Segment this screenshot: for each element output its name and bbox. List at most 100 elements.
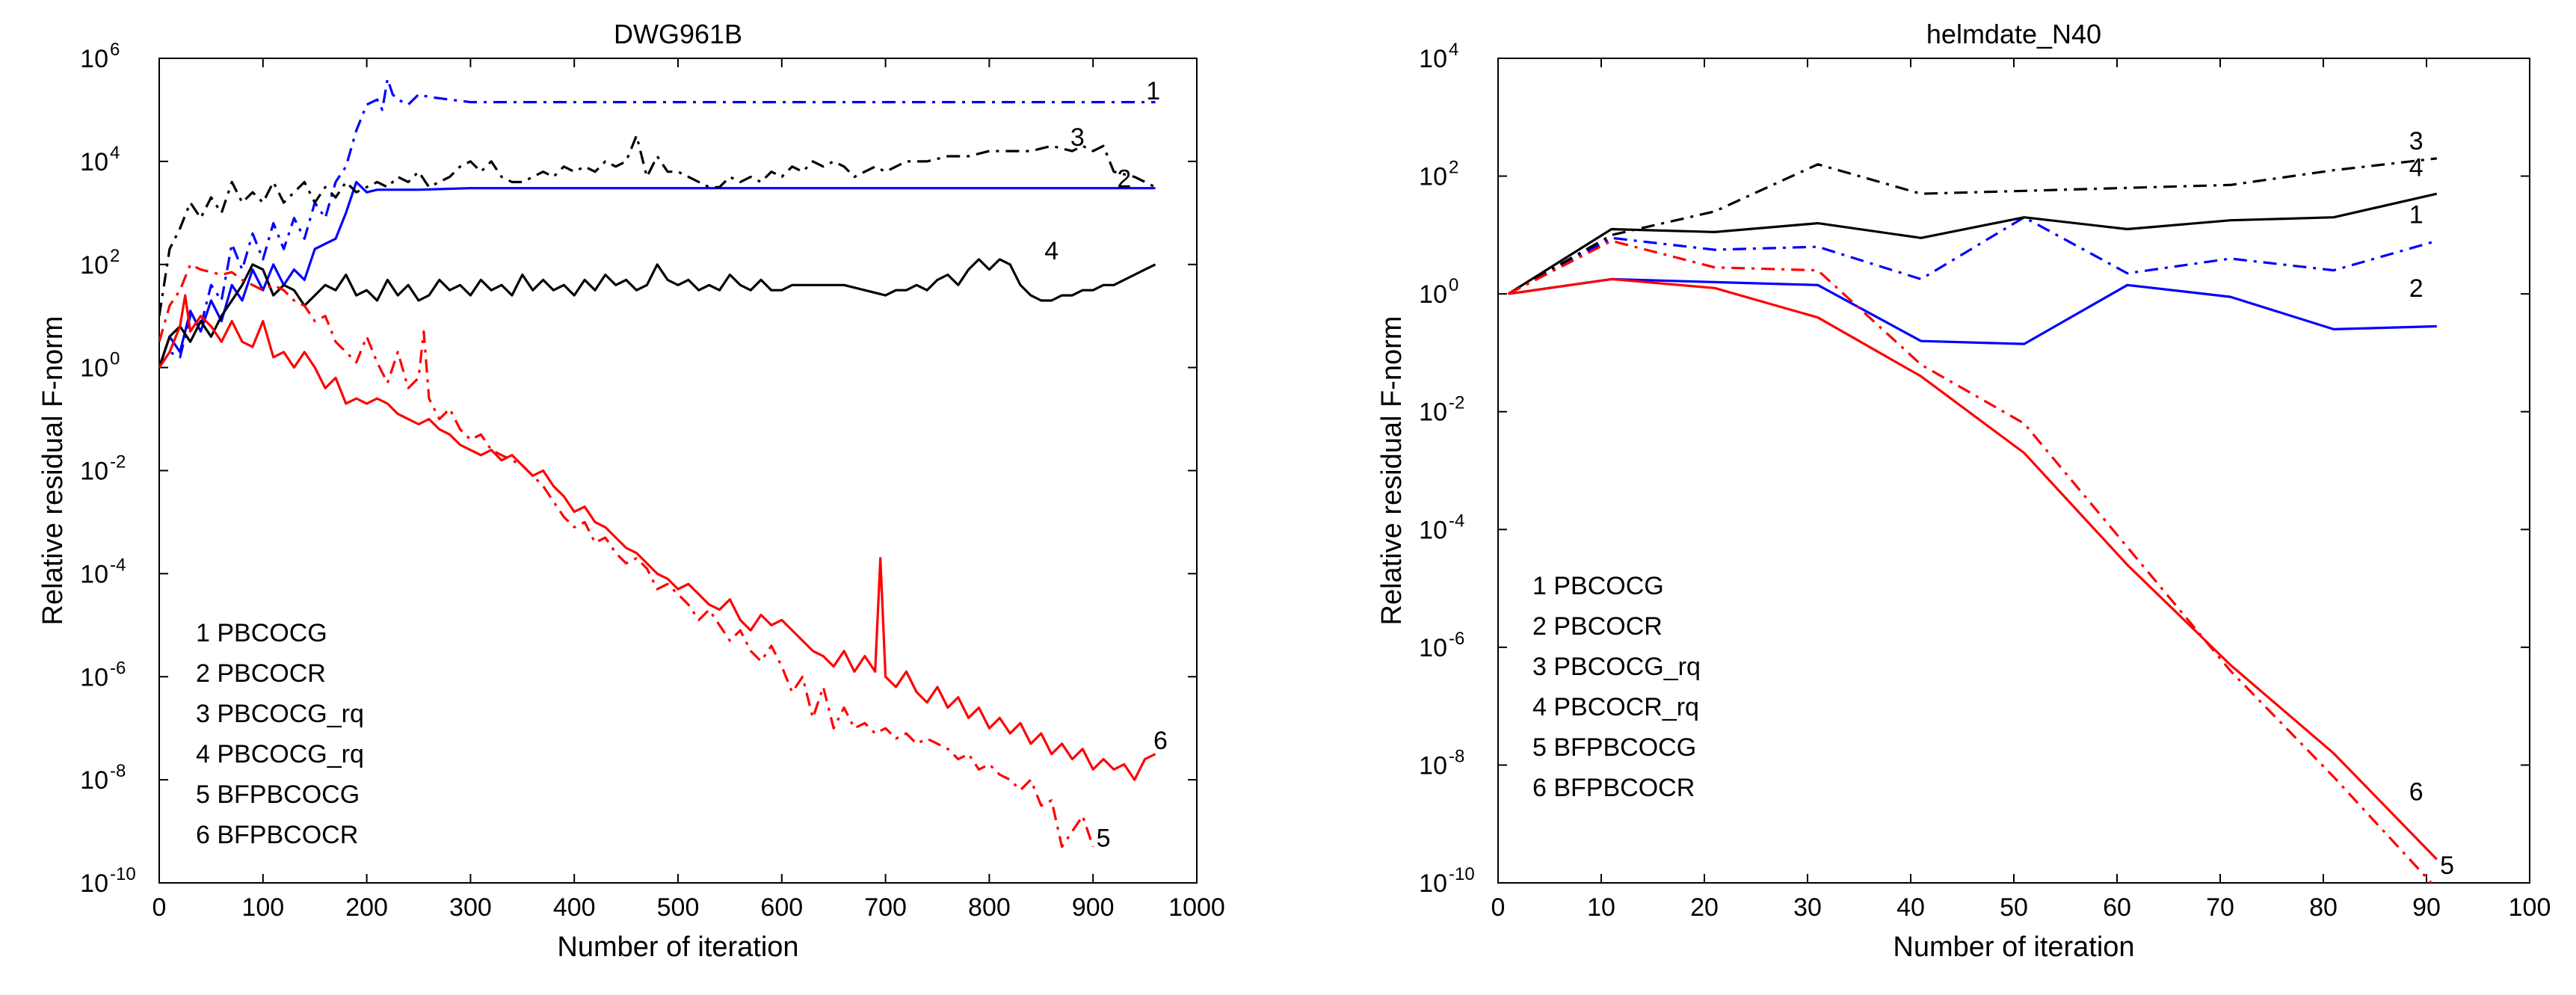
curve-label-1: 1: [2409, 201, 2424, 230]
y-tick-label: 10: [80, 148, 108, 176]
curve-label-4: 4: [2409, 154, 2424, 182]
y-tick-label: 10: [1419, 869, 1447, 898]
y-tick-exponent: -6: [1449, 629, 1464, 649]
y-tick-base: 10: [1419, 634, 1447, 662]
legend-entry: 5 BFPBCOCG: [1532, 733, 1696, 762]
y-tick-label: 10: [1419, 516, 1447, 544]
x-tick-label: 10: [1587, 893, 1615, 922]
curve-label-1: 1: [1146, 77, 1160, 105]
x-tick-label: 70: [2206, 893, 2234, 922]
x-tick-label: 100: [241, 893, 284, 922]
chart-title: DWG961B: [614, 19, 742, 49]
x-tick-label: 100: [2509, 893, 2551, 922]
y-tick-exponent: 0: [110, 349, 120, 369]
series-line-2: [159, 180, 1156, 369]
y-tick-label: 10: [80, 45, 108, 73]
y-tick-base: 10: [1419, 280, 1447, 309]
x-tick-label: 50: [2000, 893, 2028, 922]
y-tick-base: 10: [1419, 516, 1447, 544]
legend-entry: 2 PBCOCR: [196, 659, 326, 688]
x-tick-label: 80: [2309, 893, 2338, 922]
legend-entry: 6 BFPBCOCR: [1532, 774, 1695, 802]
y-tick-exponent: -2: [1449, 393, 1464, 413]
x-tick-label: 60: [2103, 893, 2131, 922]
y-tick-exponent: -2: [110, 452, 126, 472]
x-tick-label: 40: [1896, 893, 1925, 922]
y-tick-base: 10: [80, 766, 108, 795]
y-tick-label: 10: [1419, 398, 1447, 427]
y-tick-exponent: 4: [1449, 40, 1458, 60]
y-tick-label: 10: [80, 869, 108, 898]
y-tick-label: 10: [1419, 163, 1447, 191]
y-tick-exponent: 2: [1449, 158, 1458, 178]
curve-label-6: 6: [1153, 727, 1168, 755]
legend-entry: 4 PBCOCG_rq: [196, 740, 364, 768]
y-axis-label: Relative residual F-norm: [1376, 316, 1408, 626]
y-tick-base: 10: [80, 251, 108, 280]
x-tick-label: 1000: [1168, 893, 1225, 922]
y-tick-label: 10: [80, 458, 108, 486]
y-tick-exponent: -6: [110, 658, 126, 678]
legend-entry: 5 BFPBCOCG: [196, 780, 360, 809]
x-tick-label: 400: [553, 893, 596, 922]
legend-entry: 1 PBCOCG: [196, 619, 327, 647]
x-tick-label: 90: [2412, 893, 2441, 922]
curve-label-2: 2: [2409, 274, 2424, 303]
x-tick-label: 800: [968, 893, 1011, 922]
series-line-4: [159, 258, 1156, 369]
x-tick-label: 20: [1690, 893, 1719, 922]
y-tick-exponent: -4: [1449, 511, 1464, 531]
y-tick-exponent: 6: [110, 40, 120, 60]
y-tick-label: 10: [80, 560, 108, 588]
y-tick-base: 10: [1419, 163, 1447, 191]
y-tick-base: 10: [80, 354, 108, 383]
x-tick-label: 200: [345, 893, 388, 922]
x-tick-label: 300: [449, 893, 492, 922]
y-tick-exponent: -8: [1449, 746, 1464, 766]
y-tick-exponent: 2: [110, 246, 120, 266]
series-line-6: [1508, 277, 2438, 860]
y-tick-exponent: -4: [110, 555, 126, 575]
series-line-1: [159, 78, 1156, 369]
y-tick-label: 10: [1419, 634, 1447, 662]
curve-label-3: 3: [1070, 123, 1085, 152]
y-tick-base: 10: [80, 560, 108, 588]
curve-label-3: 3: [2409, 127, 2424, 155]
series-line-3: [1508, 157, 2437, 295]
y-tick-exponent: -10: [110, 864, 136, 884]
legend-entry: 3 PBCOCG_rq: [196, 700, 364, 728]
legend-entry: 3 PBCOCG_rq: [1532, 653, 1701, 681]
y-tick-base: 10: [80, 663, 108, 691]
y-tick-base: 10: [80, 45, 108, 73]
y-tick-label: 10: [1419, 280, 1447, 309]
x-axis-label: Number of iteration: [557, 931, 798, 963]
y-tick-exponent: 0: [1449, 275, 1458, 295]
y-tick-exponent: -8: [110, 761, 126, 781]
series-line-2: [1508, 277, 2437, 345]
x-tick-label: 900: [1072, 893, 1115, 922]
y-tick-label: 10: [80, 663, 108, 691]
y-tick-exponent: 4: [110, 143, 120, 163]
y-tick-base: 10: [1419, 398, 1447, 427]
legend-entry: 1 PBCOCG: [1532, 572, 1664, 600]
legend-entry: 6 BFPBCOCR: [196, 821, 358, 849]
y-tick-label: 10: [80, 766, 108, 795]
curve-label-2: 2: [1117, 164, 1131, 193]
y-tick-label: 10: [80, 354, 108, 383]
y-tick-base: 10: [1419, 751, 1447, 780]
x-tick-label: 600: [760, 893, 803, 922]
series-line-5: [159, 263, 1094, 848]
series-line-3: [159, 134, 1156, 316]
x-tick-label: 0: [152, 893, 167, 922]
curve-label-4: 4: [1044, 237, 1059, 265]
curve-label-5: 5: [1097, 825, 1111, 853]
x-tick-label: 30: [1793, 893, 1822, 922]
x-tick-label: 0: [1491, 893, 1506, 922]
curve-label-5: 5: [2440, 851, 2454, 880]
x-tick-label: 500: [657, 893, 700, 922]
y-tick-label: 10: [1419, 751, 1447, 780]
legend-entry: 4 PBCOCR_rq: [1532, 693, 1699, 721]
